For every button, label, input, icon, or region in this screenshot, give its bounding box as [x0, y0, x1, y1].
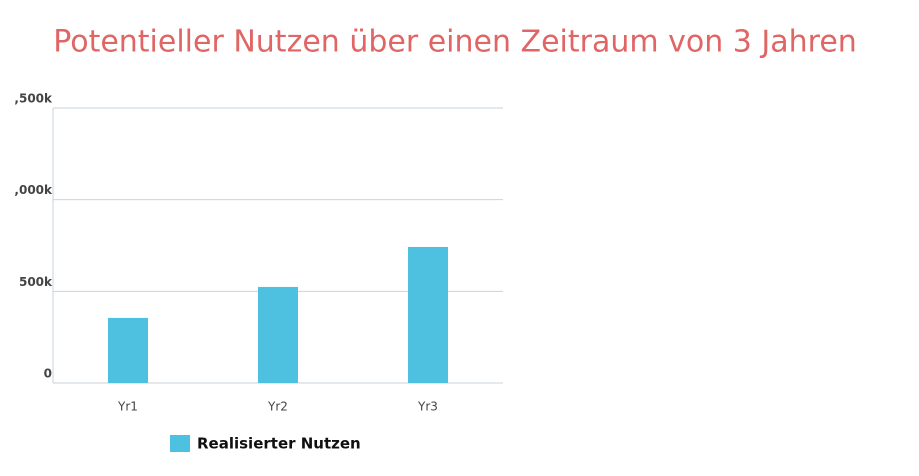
- legend-swatch: [170, 435, 190, 452]
- x-tick-label: Yr1: [117, 400, 138, 414]
- x-tick-label: Yr3: [417, 400, 438, 414]
- bar: [258, 286, 298, 383]
- bar: [108, 317, 148, 383]
- x-tick-label: Yr2: [267, 400, 288, 414]
- bar: [408, 246, 448, 383]
- chart-title: Potentieller Nutzen über einen Zeitraum …: [53, 25, 857, 60]
- y-tick-label: ,500k: [14, 92, 53, 106]
- y-tick-label: ,000k: [14, 183, 53, 197]
- y-tick-label: 500k: [19, 275, 53, 289]
- y-tick-label: 0: [44, 367, 52, 381]
- legend-label: Realisierter Nutzen: [197, 435, 361, 453]
